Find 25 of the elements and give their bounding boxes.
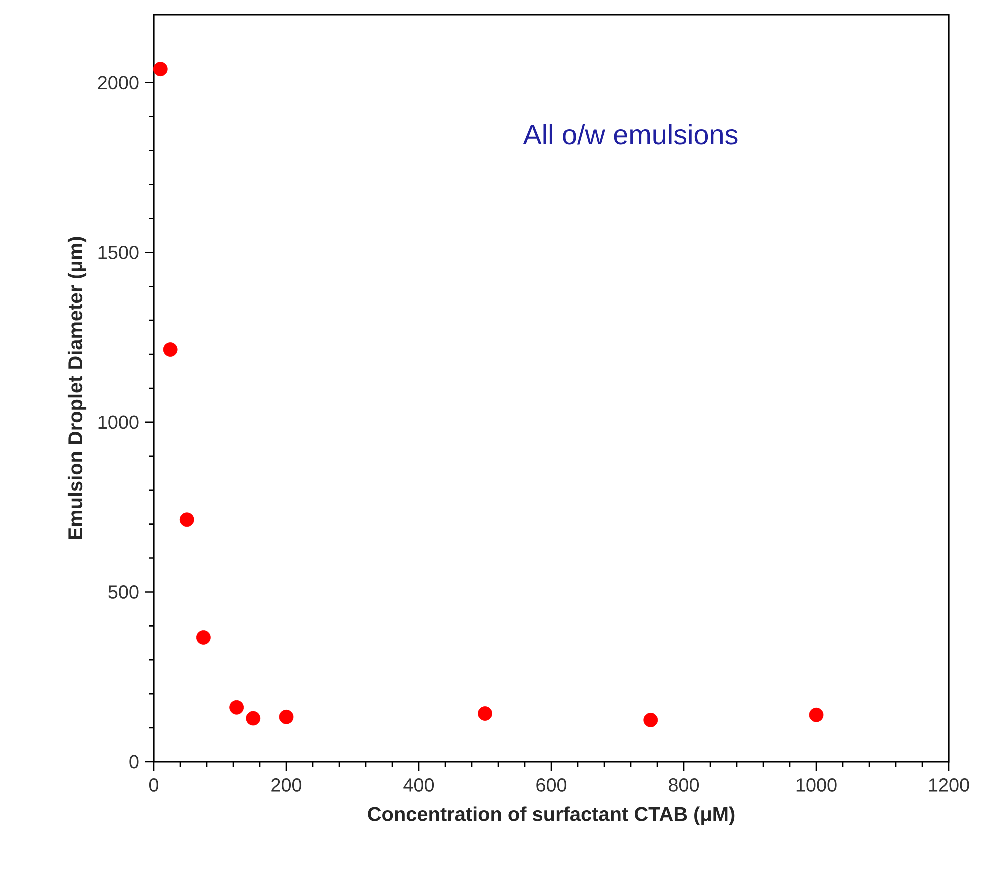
point [644,713,658,728]
y-tick-label: 500 [108,586,139,599]
x-tick-label: 200 [272,778,302,792]
y-tick-label: 2000 [98,76,139,90]
annotation: All o/w emulsions [523,124,738,145]
point [163,342,178,357]
point [279,710,294,724]
y-axis-title: Emulsion Droplet Diameter (μm) [68,237,87,540]
point [153,62,168,77]
x-tick-label: 1000 [796,778,837,792]
point [230,700,244,715]
y-tick-label: 0 [130,755,139,769]
point [809,708,824,722]
y-tick-label: 1000 [98,416,139,430]
x-axis-title: Concentration of surfactant CTAB (μM) [368,806,735,826]
x-tick-label: 0 [149,778,159,792]
point [246,711,261,726]
x-tick-label: 800 [669,778,700,792]
point [180,512,194,528]
x-tick-label: 400 [404,778,434,792]
point [478,706,492,721]
x-tick-label: 600 [536,778,567,792]
point [196,630,211,645]
x-tick-label: 1200 [929,778,970,792]
y-tick-label: 1500 [98,246,139,260]
